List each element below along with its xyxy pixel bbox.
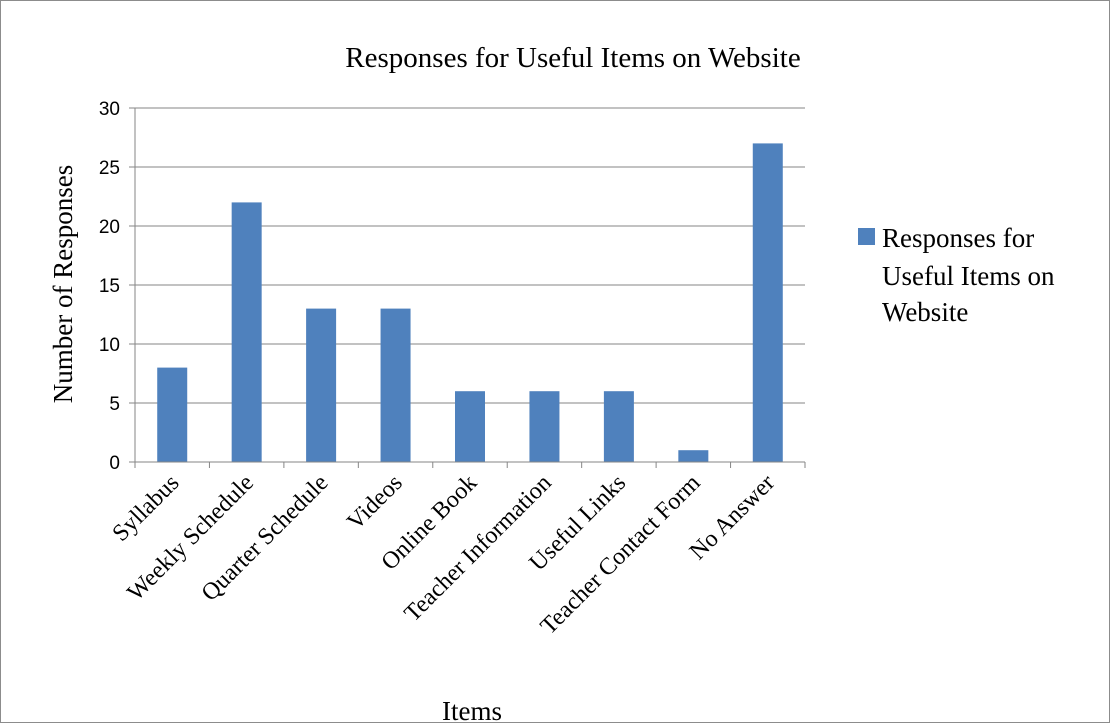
x-tick-label: Videos <box>342 470 407 535</box>
bar <box>455 391 485 462</box>
bar <box>380 308 411 462</box>
bar <box>306 308 337 462</box>
y-tick-label: 30 <box>99 99 120 120</box>
y-tick-label: 15 <box>99 276 120 297</box>
y-tick-label: 5 <box>109 394 120 415</box>
axes <box>134 108 806 468</box>
y-tick-label: 10 <box>99 335 120 356</box>
x-tick-label: Quarter Schedule <box>197 470 334 607</box>
chart-title: Responses for Useful Items on Website <box>345 42 800 74</box>
x-axis-label: Items <box>442 696 502 725</box>
bar <box>529 391 560 462</box>
legend: Responses for Useful Items on Website <box>858 223 1055 327</box>
x-tick-label: Weekly Schedule <box>123 470 259 606</box>
legend-line-1: Responses for <box>882 223 1034 253</box>
bar <box>603 391 634 462</box>
bar <box>678 450 709 462</box>
legend-swatch <box>858 228 875 245</box>
legend-line-2: Useful Items on <box>882 261 1055 291</box>
bar <box>157 367 188 462</box>
y-tick-label: 0 <box>109 453 120 474</box>
y-tick-labels: 0 5 10 15 20 25 30 <box>99 99 120 474</box>
legend-line-3: Website <box>882 297 968 327</box>
x-tick-label: Syllabus <box>108 470 185 547</box>
y-tick-label: 20 <box>99 217 120 238</box>
bar <box>231 202 262 462</box>
y-axis-label: Number of Responses <box>48 165 78 403</box>
bars <box>157 143 783 462</box>
y-tick-label: 25 <box>99 158 120 179</box>
bar <box>752 143 783 462</box>
